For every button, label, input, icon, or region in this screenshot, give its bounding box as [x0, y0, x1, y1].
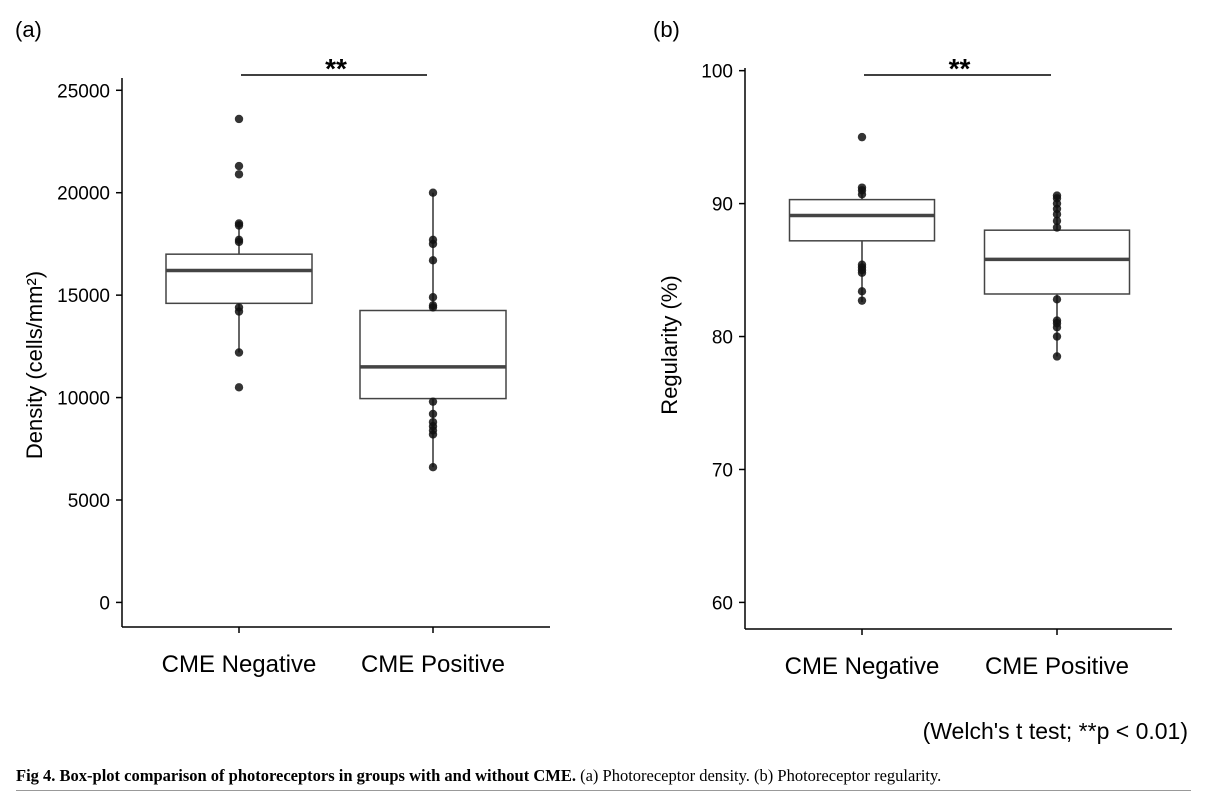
data-point — [1052, 216, 1062, 226]
y-tick-label: 10000 — [57, 389, 110, 410]
x-tick-label: CME Positive — [985, 653, 1129, 680]
data-point — [234, 114, 244, 124]
y-axis-title-b: Regularity (%) — [657, 275, 682, 414]
x-axis-a: CME Negative CME Positive — [122, 626, 550, 678]
data-point — [428, 239, 438, 249]
y-axis-b: 60 70 80 90 100 — [701, 62, 746, 629]
data-point — [428, 292, 438, 302]
y-axis-a: 0 5000 10000 15000 20000 25000 — [57, 78, 123, 627]
y-tick-label: 25000 — [57, 81, 110, 102]
x-tick-label: CME Negative — [162, 651, 317, 678]
panel-a-density: (a) Density (cells/mm²) 0 5000 10000 15000 2… — [15, 17, 550, 678]
significance-stars: ** — [325, 53, 347, 84]
data-point — [234, 170, 244, 179]
box-group-cme-positive — [983, 191, 1131, 361]
box-iqr — [983, 229, 1131, 295]
data-point — [234, 237, 244, 247]
data-point — [857, 296, 867, 305]
box-group-cme-negative — [165, 114, 313, 392]
y-tick-label: 20000 — [57, 184, 110, 205]
data-point — [428, 303, 438, 312]
panel-label-b: (b) — [653, 17, 680, 42]
x-axis-b: CME Negative CME Positive — [745, 628, 1172, 680]
data-point — [857, 268, 867, 277]
data-point — [428, 409, 438, 419]
data-point — [857, 287, 867, 296]
box-iqr — [788, 198, 936, 242]
significance-b: ** — [864, 53, 1051, 84]
data-point — [234, 221, 244, 230]
box-iqr — [165, 253, 313, 305]
y-tick-label: 80 — [712, 328, 733, 349]
y-tick-label: 70 — [712, 460, 733, 481]
boxes-a — [165, 114, 507, 472]
boxes-b — [788, 132, 1131, 361]
y-axis-title-a: Density (cells/mm²) — [22, 271, 47, 459]
caption-text: (a) Photoreceptor density. (b) Photorece… — [580, 766, 942, 785]
data-point — [234, 303, 244, 312]
y-tick-label: 60 — [712, 593, 733, 614]
data-point — [857, 132, 867, 142]
data-point — [1052, 210, 1062, 219]
significance-stars: ** — [949, 53, 971, 84]
data-point — [1052, 332, 1062, 341]
data-point — [1052, 352, 1062, 361]
panel-b-regularity: (b) Regularity (%) 60 70 80 90 100 CME Negat… — [653, 17, 1172, 680]
data-point — [234, 161, 244, 171]
data-point — [234, 383, 244, 392]
x-tick-label: CME Negative — [785, 653, 940, 680]
data-point — [857, 190, 867, 199]
data-point — [1052, 323, 1062, 332]
data-point — [428, 430, 438, 439]
data-point — [1052, 295, 1062, 304]
box-group-cme-negative — [788, 132, 936, 305]
y-tick-label: 90 — [712, 195, 733, 216]
caption-title: Fig 4. Box-plot comparison of photorecep… — [16, 766, 576, 785]
data-point — [1052, 223, 1062, 232]
data-point — [234, 348, 244, 357]
data-point — [428, 188, 438, 197]
figure-caption: Fig 4. Box-plot comparison of photorecep… — [16, 766, 1206, 786]
data-point — [428, 256, 438, 265]
box-group-cme-positive — [359, 188, 507, 472]
x-tick-label: CME Positive — [361, 651, 505, 678]
data-point — [428, 397, 438, 406]
y-tick-label: 100 — [701, 62, 733, 83]
test-note: (Welch's t test; **p < 0.01) — [923, 718, 1188, 744]
significance-a: ** — [241, 53, 427, 84]
y-tick-label: 5000 — [68, 491, 110, 512]
box-iqr — [359, 309, 507, 400]
y-tick-label: 15000 — [57, 286, 110, 307]
panel-label-a: (a) — [15, 17, 42, 42]
data-point — [428, 463, 438, 472]
y-tick-label: 0 — [99, 593, 110, 614]
